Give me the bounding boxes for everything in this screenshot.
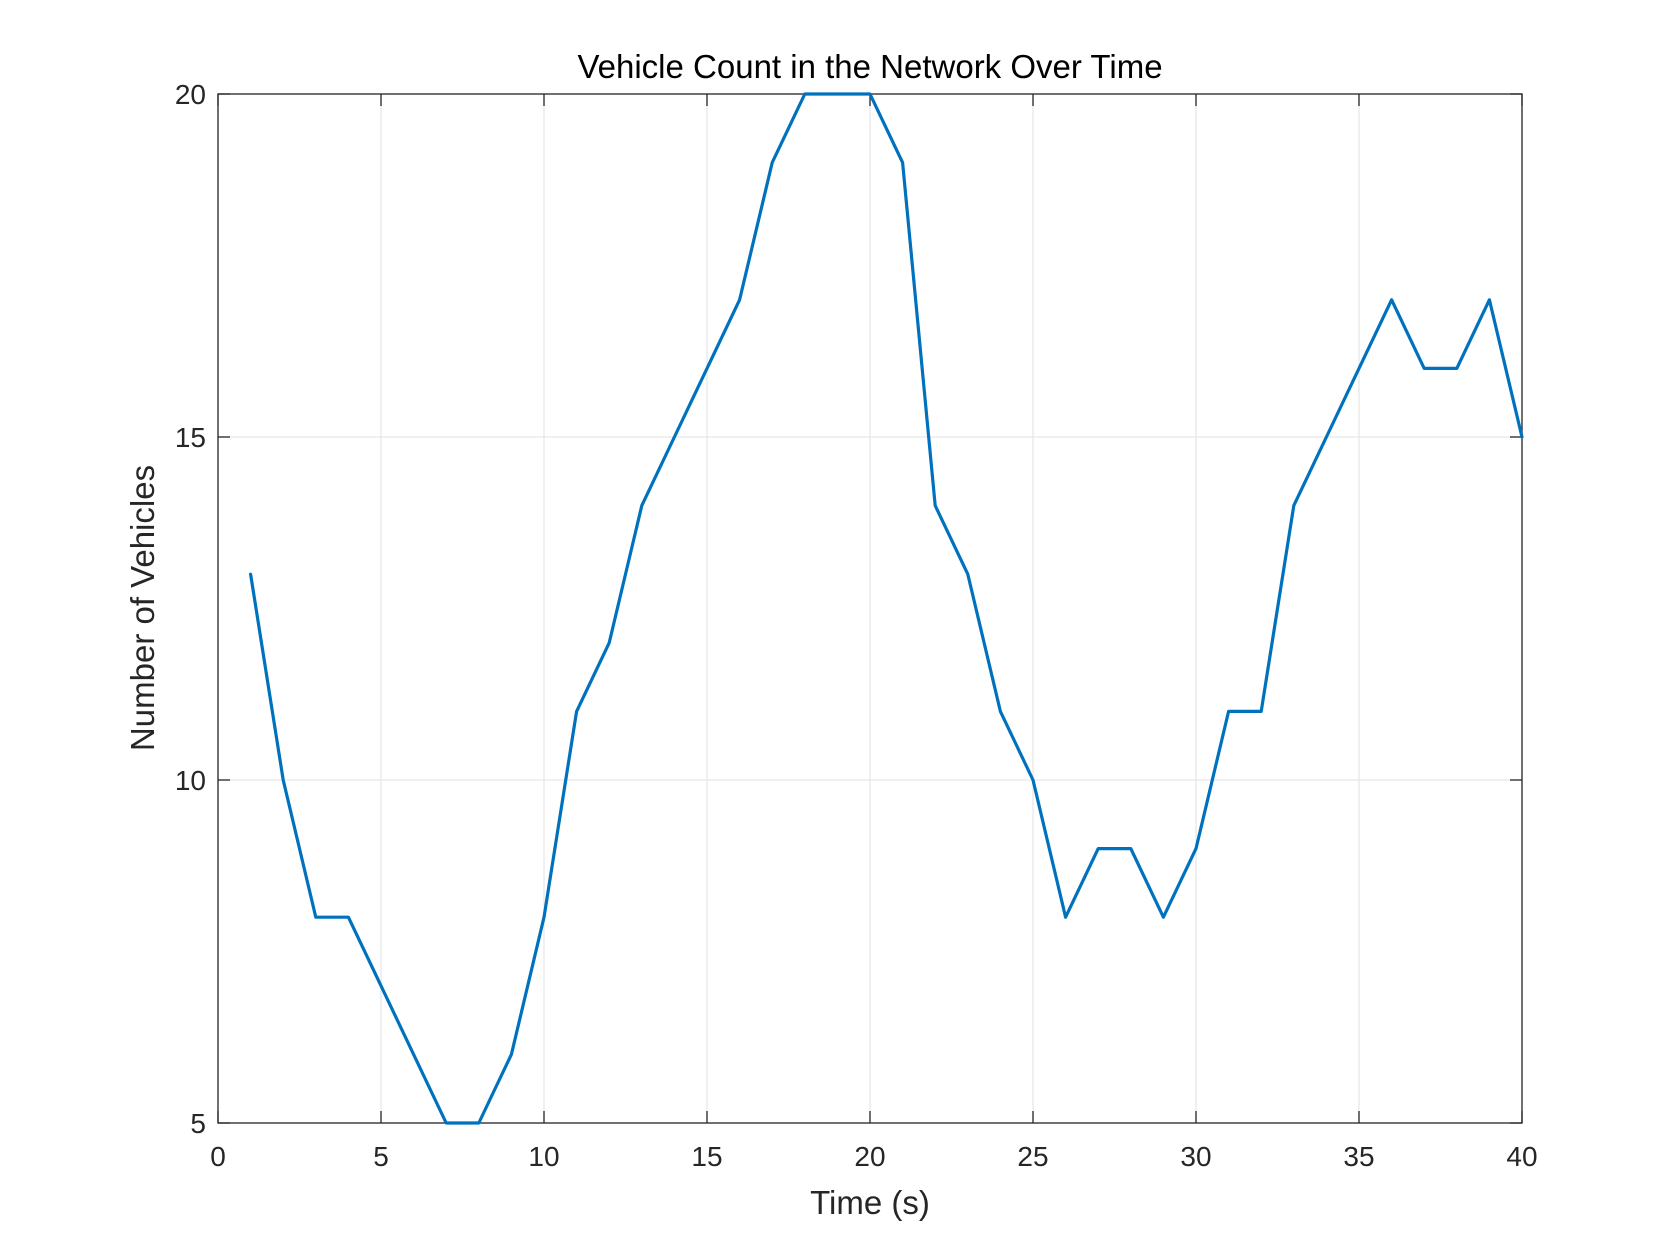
x-tick-label: 5: [373, 1141, 389, 1172]
y-tick-label: 5: [190, 1108, 206, 1139]
x-tick-label: 25: [1017, 1141, 1048, 1172]
chart-title: Vehicle Count in the Network Over Time: [577, 48, 1162, 85]
x-tick-label: 15: [691, 1141, 722, 1172]
y-tick-label: 20: [175, 79, 206, 110]
y-tick-label: 15: [175, 422, 206, 453]
series-layer: [249, 92, 1524, 1125]
x-tick-label: 40: [1506, 1141, 1537, 1172]
x-tick-label: 30: [1180, 1141, 1211, 1172]
x-axis-label: Time (s): [810, 1184, 930, 1221]
x-tick-label: 0: [210, 1141, 226, 1172]
x-tick-label: 35: [1343, 1141, 1374, 1172]
x-tick-labels: 0 5 10 15 20 25 30 35 40: [210, 1141, 1537, 1172]
y-axis-label: Number of Vehicles: [124, 465, 161, 751]
tick-marks: [217, 93, 1523, 1124]
series-line: [249, 92, 1524, 1125]
x-tick-label: 10: [528, 1141, 559, 1172]
y-tick-label: 10: [175, 765, 206, 796]
y-tick-labels: 5 10 15 20: [175, 79, 206, 1139]
x-tick-label: 20: [854, 1141, 885, 1172]
